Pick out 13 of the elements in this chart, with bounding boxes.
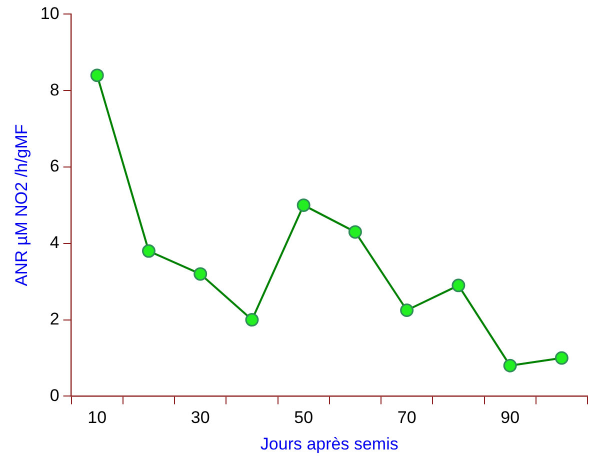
y-tick-label: 10 xyxy=(40,4,60,23)
x-tick-label: 90 xyxy=(500,408,520,428)
x-tick-label: 70 xyxy=(397,408,416,428)
y-tick-label: 4 xyxy=(50,233,60,252)
y-tick-label: 6 xyxy=(50,156,60,176)
y-axis-title: ANR µM NO2 /h/gMF xyxy=(12,124,31,286)
x-tick-label: 30 xyxy=(190,408,210,428)
y-tick-label: 8 xyxy=(50,80,60,100)
y-tick-label: 2 xyxy=(50,309,60,328)
y-tick-label: 0 xyxy=(50,386,60,405)
x-tick-label: 50 xyxy=(294,408,314,428)
x-axis-title: Jours après semis xyxy=(260,434,398,454)
x-tick-label: 10 xyxy=(88,408,107,428)
